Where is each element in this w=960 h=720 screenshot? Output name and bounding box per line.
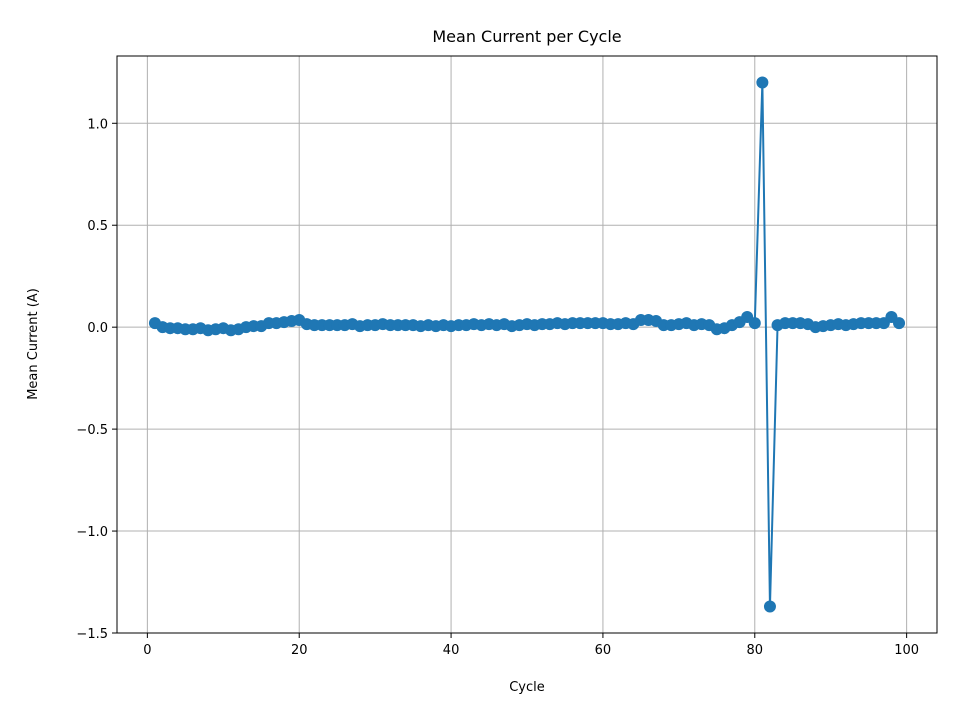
- y-tick-label: 1.0: [87, 117, 108, 132]
- ticks: 0 20 40 60 80 100 −1.5 −1.0 −0.5 0.0 0.5 1.0: [76, 117, 919, 658]
- x-tick-label: 40: [443, 643, 460, 658]
- chart-title: Mean Current per Cycle: [432, 27, 621, 46]
- x-tick-label: 0: [143, 643, 151, 658]
- series-layer: [148, 76, 906, 613]
- y-tick-label: −0.5: [76, 423, 108, 438]
- x-tick-label: 20: [291, 643, 308, 658]
- series-line: [154, 81, 900, 608]
- plot-frame: [116, 55, 938, 634]
- y-axis-label: Mean Current (A): [26, 288, 41, 400]
- data-point: [756, 76, 769, 89]
- grid: [117, 56, 937, 634]
- y-tick-label: 0.0: [87, 321, 108, 336]
- y-tick-label: −1.0: [76, 525, 108, 540]
- y-tick-label: 0.5: [87, 219, 108, 234]
- data-point: [748, 317, 761, 330]
- x-tick-label: 80: [747, 643, 764, 658]
- y-tick-label: −1.5: [76, 627, 108, 642]
- x-tick-label: 100: [894, 643, 919, 658]
- x-tick-label: 60: [595, 643, 612, 658]
- data-point: [763, 600, 776, 613]
- data-point: [893, 317, 906, 330]
- x-axis-label: Cycle: [509, 680, 545, 695]
